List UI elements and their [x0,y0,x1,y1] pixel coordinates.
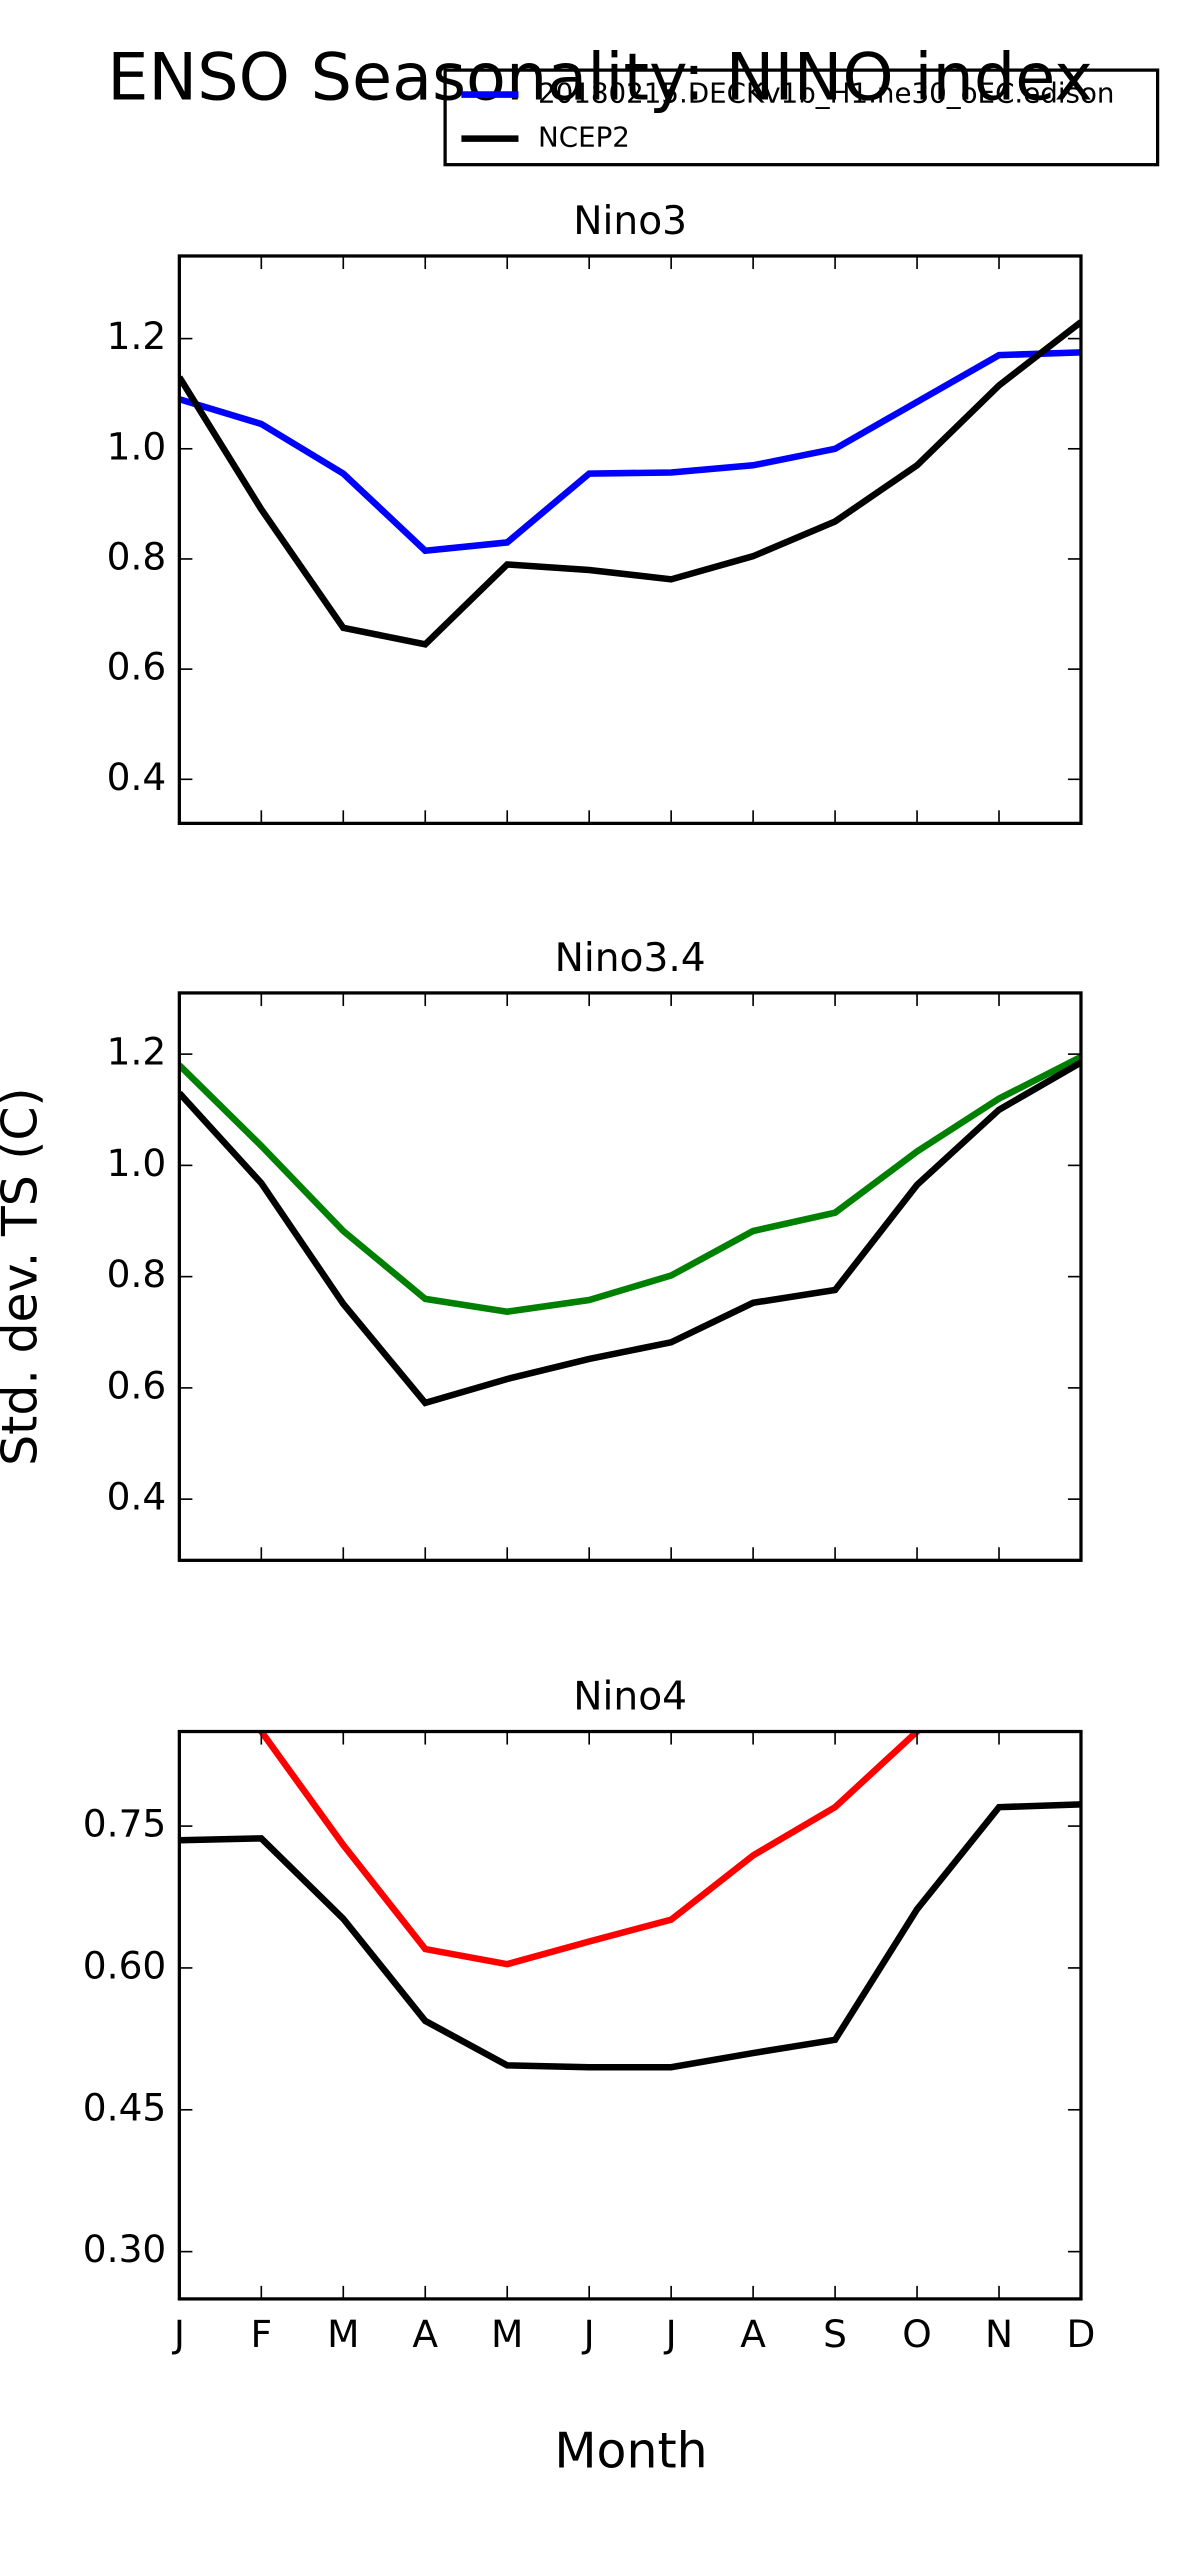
subplot-title: Nino3.4 [555,936,706,981]
legend-box [443,68,1160,167]
figure-title: ENSO Seasonality: NINO index [107,40,1093,116]
y-tick-label: 0.8 [107,1252,167,1296]
y-axis-label: Std. dev. TS (C) [0,1087,48,1466]
data-line [257,1731,922,1968]
x-tick-label: J [582,2312,595,2356]
y-tick-label: 1.2 [107,314,167,358]
y-tick-label: 1.0 [107,1141,167,1185]
data-line [179,319,1081,648]
subplot-title: Nino4 [573,1674,687,1719]
x-tick-label: F [251,2312,273,2356]
subplot-title: Nino3 [573,199,687,244]
y-tick-label: 0.45 [83,2085,167,2129]
data-line [179,349,1081,555]
plot-frame [177,991,1083,1562]
data-line [179,1059,1081,1407]
x-tick-label: J [172,2312,185,2356]
y-tick-label: 1.2 [107,1030,167,1074]
x-tick-label: A [412,2312,438,2356]
x-tick-label: M [327,2312,359,2356]
x-tick-label: S [823,2312,847,2356]
legend-label: NCEP2 [538,121,630,154]
y-tick-label: 0.8 [107,534,167,578]
data-line [179,1801,1081,2071]
legend-label: 20180215.DECKv1b_H1.ne30_oEC.edison [538,77,1114,110]
x-tick-label: M [491,2312,523,2356]
y-tick-label: 0.6 [107,1363,167,1407]
x-tick-label: D [1067,2312,1096,2356]
plot-frame [177,254,1083,825]
y-tick-label: 0.30 [83,2227,167,2271]
data-line [179,1053,1081,1315]
x-tick-label: O [902,2312,932,2356]
y-tick-label: 0.4 [107,755,167,799]
y-tick-label: 0.60 [83,1943,167,1987]
x-tick-label: N [985,2312,1013,2356]
y-tick-label: 0.4 [107,1475,167,1519]
x-tick-label: J [664,2312,677,2356]
x-tick-label: A [740,2312,766,2356]
y-tick-label: 1.0 [107,424,167,468]
x-axis-label: Month [554,2422,707,2479]
y-tick-label: 0.6 [107,645,167,689]
plot-frame [177,1729,1083,2301]
y-tick-label: 0.75 [83,1802,167,1846]
